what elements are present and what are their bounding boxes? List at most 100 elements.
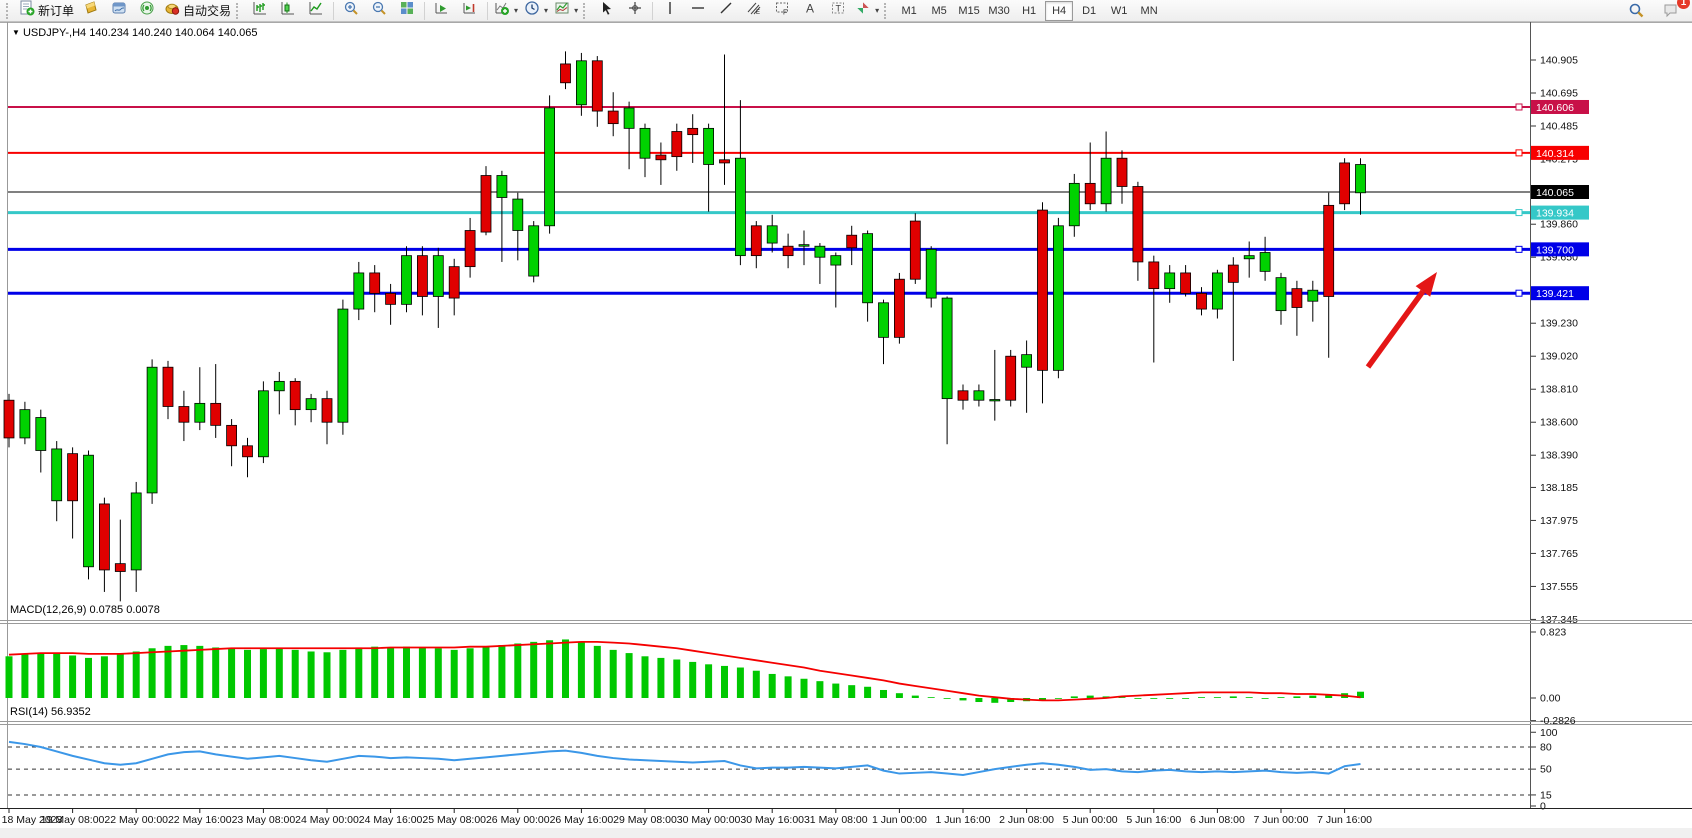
tile-windows-button[interactable] (393, 0, 421, 22)
horizontal-line-button[interactable] (684, 0, 712, 22)
chart-shift-button[interactable] (456, 0, 484, 22)
search-button[interactable] (1622, 0, 1650, 22)
macd-bar (641, 656, 649, 698)
data-window-button[interactable] (105, 0, 133, 22)
macd-bar (5, 656, 13, 698)
bar-chart-button[interactable] (246, 0, 274, 22)
price-axis-label: 138.600 (1540, 417, 1578, 429)
periods-button[interactable]: ▾ (521, 0, 551, 22)
price-axis-label: 137.765 (1540, 548, 1578, 560)
macd-bar (800, 678, 808, 698)
macd-bar (736, 667, 744, 698)
text-label-button[interactable]: T (824, 0, 852, 22)
tab-h4[interactable]: H4 (1045, 0, 1074, 21)
tab-d1[interactable]: D1 (1082, 4, 1097, 17)
cursor-button[interactable] (593, 0, 621, 22)
candle (1068, 173, 1080, 237)
candle (1259, 236, 1271, 281)
zoom-in-button[interactable] (337, 0, 365, 22)
market-watch-button[interactable] (77, 0, 105, 22)
arrows-button[interactable]: ▾ (852, 0, 882, 22)
new-order-button[interactable]: 新订单 (16, 0, 77, 22)
macd-bar (434, 648, 442, 698)
toolbar-grip[interactable] (884, 2, 890, 19)
macd-bar (880, 689, 887, 698)
macd-bar (1118, 697, 1126, 698)
price-axis-label: 139.230 (1540, 318, 1578, 330)
chart-plot[interactable]: 140.905140.695140.485140.275139.860139.6… (0, 22, 1692, 838)
tab-w1[interactable]: W1 (1110, 4, 1128, 17)
toolbar-grip[interactable] (6, 2, 12, 19)
fibonacci-button[interactable]: F (768, 0, 796, 22)
vertical-line-button[interactable] (656, 0, 684, 22)
macd-bar (705, 664, 713, 698)
tab-m5[interactable]: M5 (931, 4, 947, 17)
tab-m1[interactable]: M1 (901, 4, 917, 17)
rsi-axis-label: 15 (1540, 789, 1552, 801)
candle (19, 401, 31, 445)
signal-button[interactable] (133, 0, 161, 22)
price-axis-label: 138.185 (1540, 482, 1578, 494)
candle (941, 296, 953, 445)
candle (671, 123, 683, 171)
crosshair-button[interactable] (621, 0, 649, 22)
macd-bar (180, 645, 188, 698)
tab-h1[interactable]: H1 (1022, 4, 1037, 17)
text-button[interactable]: A (796, 0, 824, 22)
candle (1005, 349, 1017, 407)
zoom-out-button[interactable] (365, 0, 393, 22)
line-handle (1515, 149, 1523, 157)
macd-bar (1229, 696, 1237, 698)
candle (1243, 241, 1255, 278)
templates-caret: ▾ (574, 6, 579, 15)
candle (178, 390, 190, 442)
tab-m15[interactable]: M15 (958, 4, 980, 17)
line-handle (1515, 245, 1523, 253)
candle (1084, 142, 1096, 211)
equidistant-channel-button[interactable]: E (740, 0, 768, 22)
vertical-line-icon (662, 0, 678, 21)
indicators-button[interactable]: ▾ (491, 0, 521, 22)
tab-mn[interactable]: MN (1140, 4, 1158, 17)
templates-button[interactable]: ▾ (551, 0, 581, 22)
rsi-layer (8, 740, 1530, 796)
candle (607, 92, 619, 137)
auto-scroll-button[interactable] (428, 0, 456, 22)
trend-arrow-annotation[interactable] (1365, 272, 1437, 369)
tab-m30[interactable]: M30 (988, 4, 1010, 17)
toolbar-grip[interactable] (236, 2, 242, 19)
macd-bar (259, 649, 267, 698)
price-line-badge-label: 140.065 (1536, 187, 1574, 199)
auto-trading-button[interactable]: 自动交易 (161, 0, 234, 22)
candlestick-button[interactable] (274, 0, 302, 22)
line-chart-button[interactable] (302, 0, 330, 22)
periods-caret: ▾ (544, 6, 549, 15)
trendline-button[interactable] (712, 0, 740, 22)
candle (862, 230, 873, 322)
chart-window: 140.905140.695140.485140.275139.860139.6… (0, 22, 1692, 838)
candle (512, 192, 524, 261)
zoom-out-icon (371, 0, 387, 21)
time-axis-label: 29 May 08:00 (613, 814, 677, 826)
indicators-icon (494, 0, 510, 21)
chat-button[interactable]: 1 (1656, 0, 1690, 22)
macd-bar (85, 657, 92, 698)
macd-bar (927, 697, 935, 698)
time-axis-label: 30 May 16:00 (740, 814, 804, 826)
macd-bar (100, 656, 108, 698)
price-line-badge (1531, 242, 1589, 257)
macd-bar (228, 648, 236, 698)
macd-bar (482, 646, 490, 698)
rsi-axis-label: 80 (1540, 742, 1552, 754)
candle (273, 371, 285, 415)
cursor-icon (599, 0, 615, 21)
arrows-icon (855, 0, 871, 21)
macd-bar (1086, 695, 1094, 698)
time-axis-label: 1 Jun 16:00 (936, 814, 991, 826)
macd-bar (53, 653, 61, 698)
chart-shift-icon (462, 0, 478, 21)
templates-icon (554, 0, 570, 21)
candle (703, 123, 714, 212)
toolbar-grip[interactable] (583, 2, 589, 19)
candle (480, 166, 492, 236)
